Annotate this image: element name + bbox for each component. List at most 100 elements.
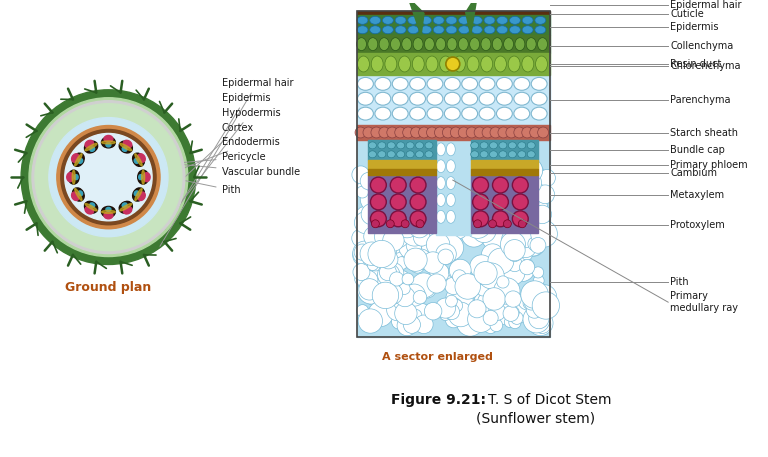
Circle shape: [499, 205, 511, 218]
Circle shape: [409, 217, 425, 234]
Circle shape: [496, 166, 521, 191]
Circle shape: [435, 198, 454, 218]
Ellipse shape: [139, 175, 143, 180]
Ellipse shape: [427, 77, 443, 90]
Circle shape: [490, 127, 501, 138]
Ellipse shape: [433, 26, 444, 34]
Ellipse shape: [508, 142, 516, 149]
Circle shape: [363, 247, 387, 271]
Circle shape: [410, 177, 426, 193]
Ellipse shape: [134, 159, 138, 163]
Circle shape: [521, 196, 539, 214]
Circle shape: [440, 309, 451, 320]
Circle shape: [488, 300, 501, 314]
Ellipse shape: [104, 135, 113, 143]
Circle shape: [494, 278, 520, 304]
Ellipse shape: [458, 16, 469, 24]
Text: Primary
medullary ray: Primary medullary ray: [670, 292, 738, 313]
Bar: [369, 140, 436, 160]
Circle shape: [414, 173, 429, 187]
Circle shape: [531, 220, 558, 247]
Circle shape: [528, 197, 548, 218]
Circle shape: [530, 238, 546, 253]
Circle shape: [528, 308, 549, 329]
Circle shape: [389, 206, 412, 229]
Circle shape: [538, 127, 548, 138]
Ellipse shape: [74, 188, 82, 201]
Ellipse shape: [433, 16, 444, 24]
Text: Pith: Pith: [670, 277, 689, 287]
Circle shape: [356, 186, 369, 198]
Circle shape: [523, 236, 544, 256]
Text: Pith: Pith: [122, 168, 240, 195]
Circle shape: [357, 270, 378, 291]
Circle shape: [530, 127, 541, 138]
Circle shape: [511, 300, 534, 323]
Ellipse shape: [509, 26, 521, 34]
Ellipse shape: [357, 16, 368, 24]
Text: Cambium: Cambium: [670, 168, 717, 178]
Ellipse shape: [399, 56, 411, 72]
Circle shape: [399, 223, 413, 237]
Ellipse shape: [409, 77, 425, 90]
Circle shape: [403, 192, 422, 211]
Ellipse shape: [72, 170, 75, 184]
Circle shape: [430, 190, 451, 211]
Ellipse shape: [137, 192, 145, 201]
Text: Figure 9.21:: Figure 9.21:: [391, 393, 485, 408]
Circle shape: [521, 281, 548, 308]
Circle shape: [396, 236, 411, 250]
Circle shape: [409, 309, 422, 322]
Ellipse shape: [124, 207, 132, 214]
Circle shape: [384, 173, 395, 184]
Circle shape: [377, 273, 400, 296]
Circle shape: [353, 244, 375, 266]
Ellipse shape: [101, 210, 115, 213]
Circle shape: [383, 170, 409, 197]
Circle shape: [518, 220, 526, 228]
Circle shape: [492, 178, 519, 206]
Circle shape: [415, 315, 433, 334]
Ellipse shape: [436, 193, 445, 207]
Circle shape: [465, 219, 482, 235]
Circle shape: [421, 238, 436, 253]
Circle shape: [382, 230, 404, 251]
Circle shape: [485, 175, 510, 200]
Circle shape: [524, 164, 545, 185]
Circle shape: [395, 257, 408, 270]
Circle shape: [368, 301, 393, 327]
Ellipse shape: [484, 26, 495, 34]
Circle shape: [382, 263, 404, 284]
Ellipse shape: [369, 16, 381, 24]
Bar: [369, 169, 436, 175]
Ellipse shape: [415, 151, 423, 158]
Circle shape: [528, 237, 542, 251]
Circle shape: [49, 117, 168, 237]
Ellipse shape: [446, 177, 455, 190]
Circle shape: [533, 308, 546, 322]
Ellipse shape: [508, 151, 516, 158]
Ellipse shape: [369, 151, 376, 158]
Circle shape: [512, 177, 528, 193]
Circle shape: [441, 268, 465, 292]
Circle shape: [508, 316, 521, 329]
Circle shape: [364, 226, 384, 247]
Circle shape: [413, 291, 427, 304]
Circle shape: [382, 193, 398, 209]
Circle shape: [425, 219, 443, 237]
Circle shape: [505, 175, 527, 197]
Ellipse shape: [495, 56, 506, 72]
Text: Cuticle: Cuticle: [670, 10, 704, 19]
Circle shape: [449, 210, 472, 233]
Circle shape: [448, 206, 472, 231]
Ellipse shape: [522, 26, 533, 34]
Circle shape: [535, 229, 548, 242]
Ellipse shape: [122, 203, 127, 207]
Ellipse shape: [85, 207, 94, 214]
Circle shape: [359, 247, 380, 268]
Circle shape: [437, 217, 462, 242]
Ellipse shape: [435, 37, 445, 51]
Ellipse shape: [408, 26, 419, 34]
Circle shape: [459, 278, 478, 297]
Circle shape: [435, 298, 455, 318]
